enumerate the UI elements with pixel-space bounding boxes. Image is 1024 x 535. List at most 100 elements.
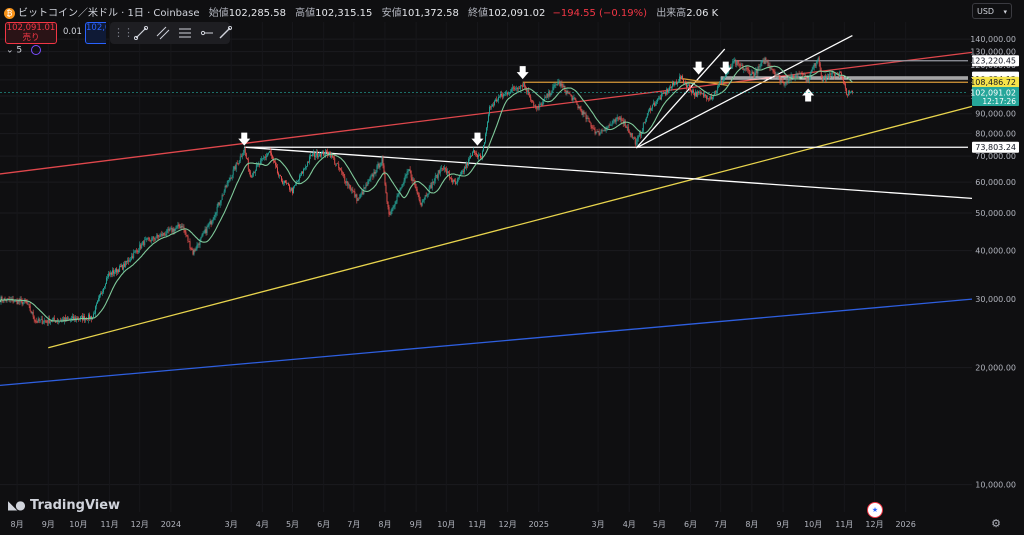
candle-body — [602, 130, 604, 132]
arrow-down-icon[interactable] — [238, 132, 251, 146]
candle-body — [585, 113, 587, 119]
candle-body — [671, 86, 672, 88]
drag-handle-icon[interactable]: ⋮⋮ — [113, 26, 134, 39]
time-tick-label: 3月 — [592, 520, 605, 529]
arrow-down-icon[interactable] — [471, 132, 484, 146]
candle-body — [216, 206, 218, 213]
candle-body — [754, 72, 756, 78]
candle-body — [735, 60, 737, 66]
candle-body — [67, 318, 69, 320]
candle-body — [727, 71, 729, 74]
symbol-title[interactable]: ビットコイン／米ドル · 1日 · Coinbase — [18, 8, 200, 19]
candle-body — [68, 318, 70, 320]
candle-body — [513, 87, 515, 89]
candle-body — [153, 236, 155, 240]
candle-body — [154, 239, 156, 240]
candle-body — [814, 63, 816, 67]
candle-body — [280, 176, 282, 181]
candle-body — [391, 208, 393, 212]
candle-body — [803, 74, 805, 75]
arrow-down-icon[interactable] — [719, 61, 732, 75]
candle-body — [577, 104, 579, 108]
candle-body — [225, 185, 227, 187]
candle-body — [691, 90, 693, 93]
trend-line-blue-support[interactable] — [0, 298, 973, 387]
candle-body — [358, 198, 360, 200]
brush-tool-icon[interactable] — [214, 22, 236, 44]
candle-body — [439, 168, 441, 174]
trend-line-white-steep-1[interactable] — [635, 48, 726, 149]
us-flag-event-icon[interactable]: ★ — [867, 502, 883, 518]
candle-body — [571, 95, 573, 101]
candle-body — [341, 170, 343, 173]
candle-body — [120, 266, 122, 268]
candle-body — [102, 292, 103, 294]
currency-select[interactable]: USD ▾ — [972, 3, 1012, 19]
candle-body — [460, 171, 462, 175]
candle-body — [545, 97, 547, 98]
candle-body — [381, 157, 383, 163]
candle-body — [414, 182, 416, 187]
trend-line-tool-icon[interactable] — [130, 22, 152, 44]
candle-body — [131, 256, 133, 260]
candle-body — [318, 156, 320, 158]
candle-body — [126, 260, 128, 263]
last-price-label: 102,091.02 — [970, 88, 1016, 97]
trend-line-white-descending[interactable] — [244, 146, 973, 200]
candle-body — [617, 117, 619, 119]
candle-body — [263, 157, 265, 158]
candle-body — [537, 107, 539, 109]
candle-body — [214, 214, 216, 217]
settings-gear-icon[interactable]: ⚙ — [991, 517, 1001, 530]
candle-body — [455, 183, 457, 184]
candle-body — [486, 127, 487, 134]
candle-body — [74, 317, 76, 321]
candle-body — [792, 74, 794, 77]
candle-body — [569, 93, 571, 95]
candle-body — [575, 99, 577, 103]
candle-body — [431, 182, 433, 189]
candle-body — [658, 97, 660, 99]
parallel-channel-tool-icon[interactable] — [152, 22, 174, 44]
trend-line-yellow-support[interactable] — [48, 105, 973, 349]
arrow-down-icon[interactable] — [692, 61, 705, 75]
candle-body — [622, 120, 624, 124]
arrow-up-icon[interactable] — [802, 88, 815, 102]
candle-body — [843, 81, 845, 84]
candle-body — [336, 163, 338, 165]
candle-body — [468, 158, 470, 160]
candle-body — [734, 60, 736, 62]
candle-body — [812, 67, 814, 70]
indicators-toggle[interactable]: ⌄ 5 — [6, 45, 42, 56]
sell-button[interactable]: 102,091.01 売り — [5, 22, 57, 44]
level-price-label: 73,803.24 — [975, 143, 1016, 152]
candle-body — [335, 163, 337, 165]
buy-button[interactable]: 102,091.02 — [85, 22, 106, 44]
horizontal-ray-tool-icon[interactable] — [196, 22, 218, 44]
candle-body — [484, 142, 485, 146]
candle-body — [397, 194, 399, 197]
currency-value: USD — [977, 7, 995, 16]
candle-body — [507, 92, 509, 95]
candle-body — [375, 172, 377, 174]
indicator-visibility-icon[interactable] — [31, 45, 42, 55]
candle-body — [47, 318, 49, 323]
candle-body — [160, 234, 162, 236]
candle-body — [827, 76, 829, 79]
candle-body — [722, 80, 724, 84]
arrow-down-icon[interactable] — [516, 66, 529, 80]
candle-body — [514, 88, 516, 90]
candle-body — [665, 89, 667, 95]
candle-body — [152, 236, 154, 238]
candle-body — [275, 165, 277, 168]
candle-body — [437, 170, 439, 178]
fib-retracement-tool-icon[interactable] — [174, 22, 196, 44]
candle-body — [408, 169, 410, 171]
candle-body — [390, 211, 392, 215]
candle-body — [403, 180, 405, 185]
candle-body — [135, 250, 137, 252]
candle-body — [243, 148, 245, 153]
trend-line-white-steep-2[interactable] — [635, 35, 853, 149]
candle-body — [22, 302, 24, 305]
